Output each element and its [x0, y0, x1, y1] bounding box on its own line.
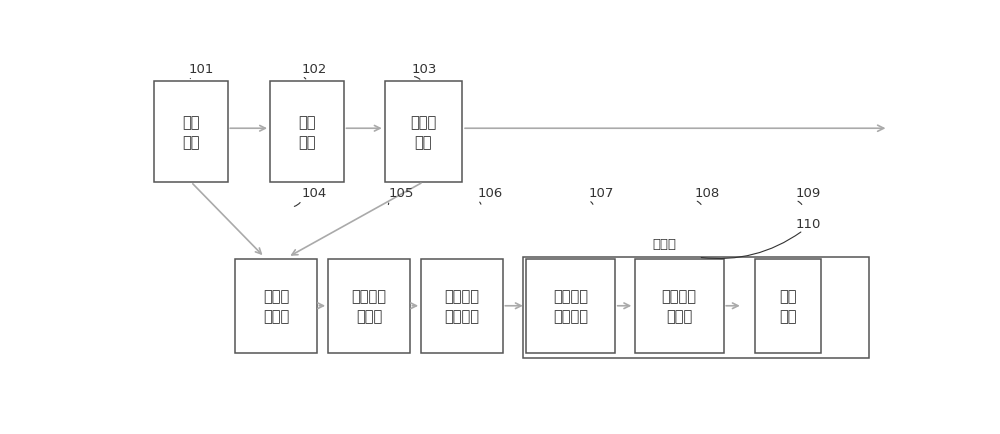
Text: 高速数据
采集模块: 高速数据 采集模块: [445, 289, 480, 323]
Text: 105: 105: [388, 186, 414, 199]
FancyBboxPatch shape: [270, 82, 344, 182]
FancyBboxPatch shape: [235, 259, 317, 353]
FancyBboxPatch shape: [328, 259, 410, 353]
Text: 数据后处
理模块: 数据后处 理模块: [662, 289, 697, 323]
Text: 光源
模块: 光源 模块: [182, 115, 200, 150]
Text: 调制
模块: 调制 模块: [298, 115, 316, 150]
FancyBboxPatch shape: [635, 259, 724, 353]
Text: 显示
模块: 显示 模块: [779, 289, 796, 323]
FancyBboxPatch shape: [154, 82, 228, 182]
Text: 数据并行
处理模块: 数据并行 处理模块: [553, 289, 588, 323]
Text: 计算机: 计算机: [652, 238, 676, 251]
Text: 106: 106: [478, 186, 503, 199]
Text: 108: 108: [695, 186, 720, 199]
Text: 103: 103: [412, 62, 437, 76]
FancyBboxPatch shape: [421, 259, 503, 353]
Text: 107: 107: [588, 186, 614, 199]
FancyBboxPatch shape: [755, 259, 821, 353]
FancyBboxPatch shape: [526, 259, 615, 353]
Text: 110: 110: [795, 218, 821, 231]
FancyBboxPatch shape: [385, 82, 462, 182]
Text: 相干探
测模块: 相干探 测模块: [263, 289, 289, 323]
Text: 102: 102: [302, 62, 327, 76]
Text: 109: 109: [795, 186, 821, 199]
Text: 光放大
模块: 光放大 模块: [410, 115, 436, 150]
Text: 电信号放
大模块: 电信号放 大模块: [352, 289, 387, 323]
Text: 104: 104: [302, 186, 327, 199]
Text: 101: 101: [189, 62, 214, 76]
